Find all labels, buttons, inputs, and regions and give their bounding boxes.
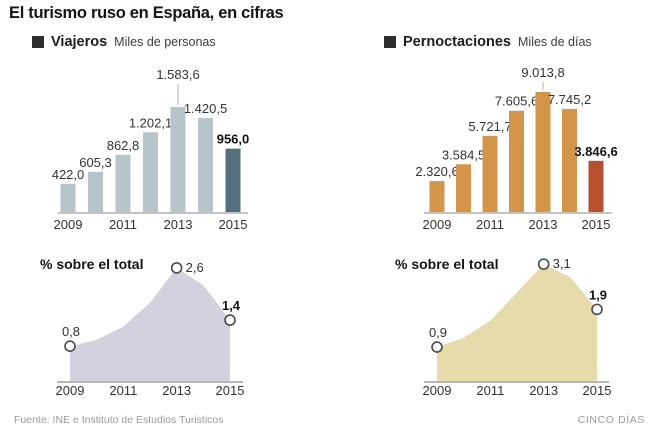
bar-value-label: 9.013,8 (521, 65, 564, 80)
bar-value-label: 1.202,1 (129, 115, 172, 130)
point-marker (591, 303, 603, 316)
point-label: 2,6 (186, 260, 204, 275)
x-tick-label: 2011 (476, 217, 504, 232)
bar-value-label: 862,8 (107, 138, 140, 153)
area-fill (437, 264, 597, 381)
bar-value-label: 7.605,6 (495, 94, 538, 109)
point-label: 3,1 (553, 256, 571, 271)
point-label: 1,9 (589, 287, 607, 302)
bar-value-label: 7.745,2 (548, 92, 591, 107)
bar (198, 117, 213, 212)
x-tick-label: 2009 (56, 383, 85, 398)
point-marker (537, 258, 550, 270)
x-tick-label: 2013 (162, 383, 191, 398)
bar (456, 164, 471, 212)
x-tick-label: 2013 (529, 383, 558, 398)
area-title-pernoctaciones-share: % sobre el total (395, 256, 499, 272)
bar (143, 132, 158, 212)
legend-swatch-icon (384, 36, 396, 48)
bar-value-label: 2.320,6 (415, 164, 458, 179)
bar (482, 135, 498, 212)
point-marker (170, 262, 183, 274)
bar-value-label: 5.721,7 (468, 119, 511, 134)
x-tick-label: 2009 (423, 217, 452, 232)
area-fill (70, 267, 230, 381)
point-marker (64, 340, 76, 353)
bar-value-label: 605,3 (79, 155, 112, 170)
x-tick-label: 2011 (109, 217, 137, 232)
bar-value-label: 3.846,6 (574, 144, 617, 159)
bar-value-label: 422,0 (52, 167, 85, 182)
bar (535, 92, 551, 212)
legend-pernoctaciones-label: Pernoctaciones (403, 34, 511, 50)
legend-pernoctaciones-unit: Miles de días (518, 35, 592, 49)
bar (225, 148, 241, 212)
x-tick-label: 2015 (216, 383, 245, 398)
x-tick-label: 2015 (583, 383, 612, 398)
bar (429, 181, 445, 212)
bar (170, 107, 186, 212)
point-marker (431, 341, 443, 353)
bar (115, 154, 131, 212)
x-tick-label: 2015 (582, 217, 611, 232)
legend-pernoctaciones: Pernoctaciones Miles de días (384, 34, 592, 50)
legend-viajeros-label: Viajeros (51, 34, 108, 50)
page-title: El turismo ruso en España, en cifras (9, 4, 284, 22)
x-tick-label: 2009 (54, 217, 83, 232)
legend-swatch-icon (32, 36, 44, 48)
bar (588, 160, 604, 212)
bar (509, 110, 524, 212)
x-tick-label: 2015 (219, 217, 248, 232)
x-tick-label: 2011 (476, 383, 504, 398)
bar-value-label: 1.583,6 (156, 67, 199, 82)
x-tick-label: 2013 (529, 217, 558, 232)
bar-value-label: 3.584,5 (442, 147, 485, 162)
bar-value-label: 956,0 (217, 132, 250, 147)
legend-viajeros-unit: Miles de personas (114, 35, 216, 49)
footer-brand: CINCO DÍAS (577, 414, 645, 426)
x-tick-label: 2011 (109, 383, 137, 398)
bar (60, 184, 76, 212)
point-label: 1,4 (222, 298, 241, 313)
point-marker (224, 314, 236, 326)
point-label: 0,8 (62, 324, 80, 339)
point-label: 0,9 (429, 325, 447, 340)
bar (562, 108, 577, 212)
bar-value-label: 1.420,5 (184, 101, 227, 116)
area-title-viajeros-share: % sobre el total (40, 256, 144, 272)
x-tick-label: 2009 (423, 383, 452, 398)
legend-viajeros: Viajeros Miles de personas (32, 34, 216, 50)
footer-source: Fuente: INE e Instituto de Estudios Turi… (14, 414, 224, 426)
bar (88, 171, 103, 212)
x-tick-label: 2013 (164, 217, 193, 232)
